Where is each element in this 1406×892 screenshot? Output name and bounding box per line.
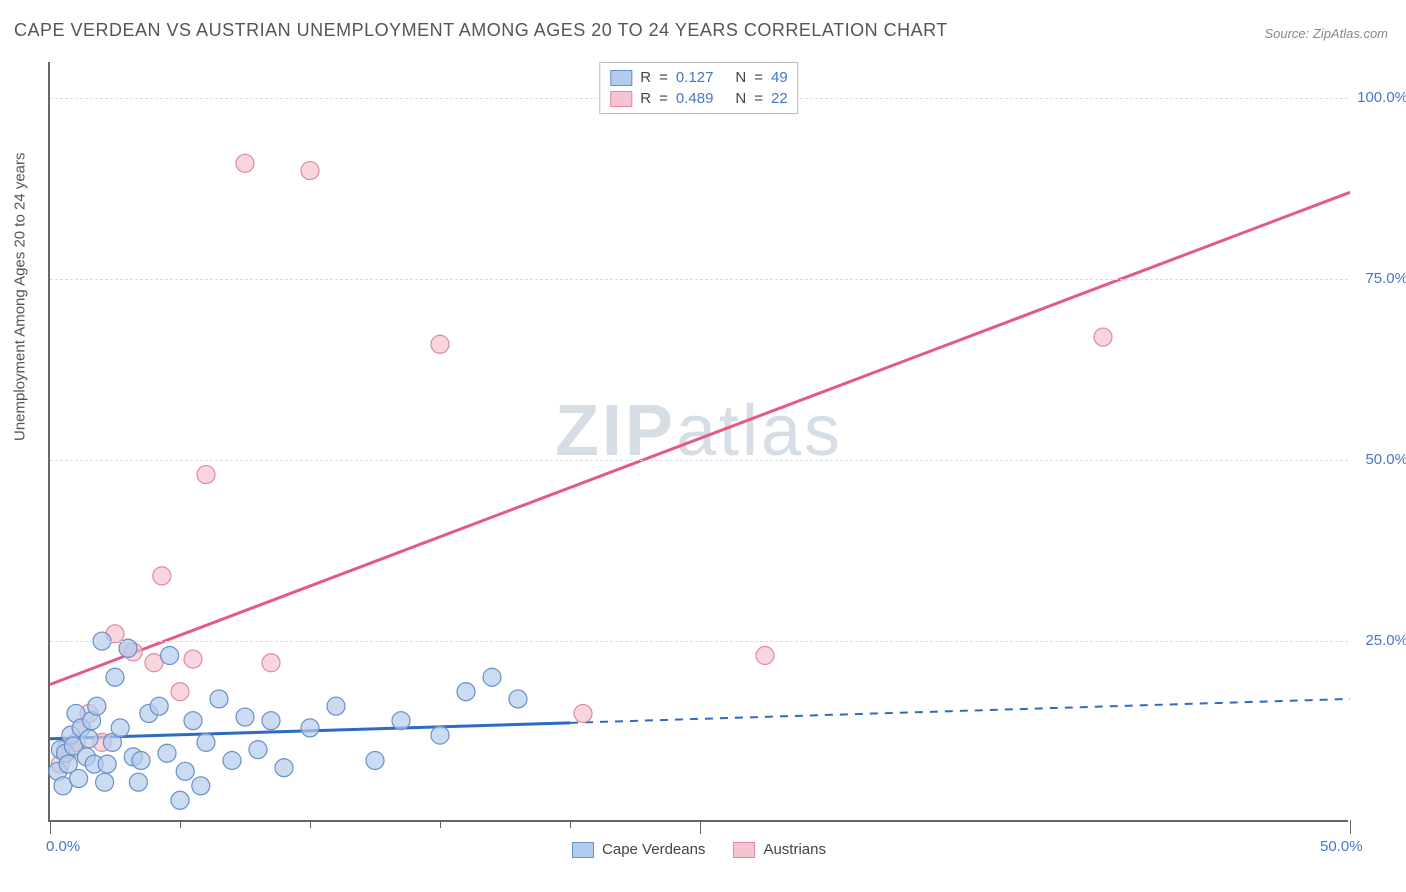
swatch-icon <box>572 842 594 858</box>
y-tick-label: 100.0% <box>1357 89 1406 106</box>
swatch-icon <box>610 70 632 86</box>
chart-plot-area: Unemployment Among Ages 20 to 24 years Z… <box>48 62 1348 822</box>
x-tick-label: 0.0% <box>46 838 80 855</box>
y-tick-label: 75.0% <box>1365 270 1406 287</box>
swatch-icon <box>610 91 632 107</box>
y-tick-label: 25.0% <box>1365 632 1406 649</box>
legend-item-cape-verdeans: Cape Verdeans <box>572 841 705 858</box>
x-tick-label: 50.0% <box>1320 838 1363 855</box>
legend-row-austrians: R = 0.489 N = 22 <box>610 88 787 109</box>
scatter-plot-svg <box>50 62 1348 820</box>
legend-item-austrians: Austrians <box>733 841 826 858</box>
source-attribution: Source: ZipAtlas.com <box>1264 26 1388 41</box>
swatch-icon <box>733 842 755 858</box>
chart-title: CAPE VERDEAN VS AUSTRIAN UNEMPLOYMENT AM… <box>14 20 948 41</box>
series-legend: Cape Verdeans Austrians <box>572 841 826 858</box>
correlation-legend: R = 0.127 N = 49 R = 0.489 N = 22 <box>599 62 798 114</box>
y-tick-label: 50.0% <box>1365 451 1406 468</box>
y-axis-title: Unemployment Among Ages 20 to 24 years <box>12 152 29 441</box>
legend-row-cape-verdeans: R = 0.127 N = 49 <box>610 67 787 88</box>
